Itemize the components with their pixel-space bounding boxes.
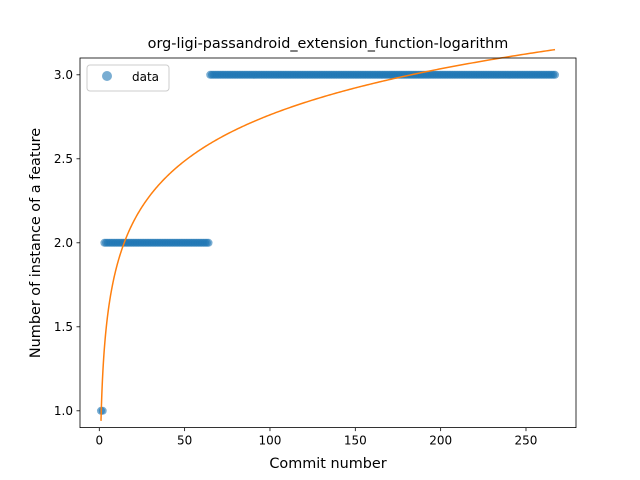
legend-marker-data xyxy=(102,71,112,81)
fit-line xyxy=(100,48,556,421)
x-axis: 0 50 100 150 200 250 xyxy=(95,427,538,448)
y-axis-label: Number of instance of a feature xyxy=(28,128,44,358)
x-tick-label: 100 xyxy=(259,434,282,448)
x-tick-label: 50 xyxy=(177,434,192,448)
x-tick-label: 250 xyxy=(515,434,538,448)
plot-area xyxy=(96,48,560,421)
y-tick-label: 3.0 xyxy=(54,68,73,82)
y-axis: 1.0 1.5 2.0 2.5 3.0 xyxy=(54,68,80,418)
data-point xyxy=(204,238,213,247)
x-tick-label: 150 xyxy=(344,434,367,448)
data-point xyxy=(551,70,560,79)
legend-label-data: data xyxy=(132,70,159,84)
y-tick-label: 2.5 xyxy=(54,152,73,166)
legend: data xyxy=(86,64,170,92)
data-point xyxy=(98,406,107,415)
y-tick-label: 1.5 xyxy=(54,320,73,334)
x-tick-label: 200 xyxy=(429,434,452,448)
x-tick-label: 0 xyxy=(95,434,103,448)
y-tick-label: 2.0 xyxy=(54,236,73,250)
y-tick-label: 1.0 xyxy=(54,404,73,418)
x-axis-label: Commit number xyxy=(269,456,386,472)
chart-title: org-ligi-passandroid_extension_function-… xyxy=(148,36,509,52)
